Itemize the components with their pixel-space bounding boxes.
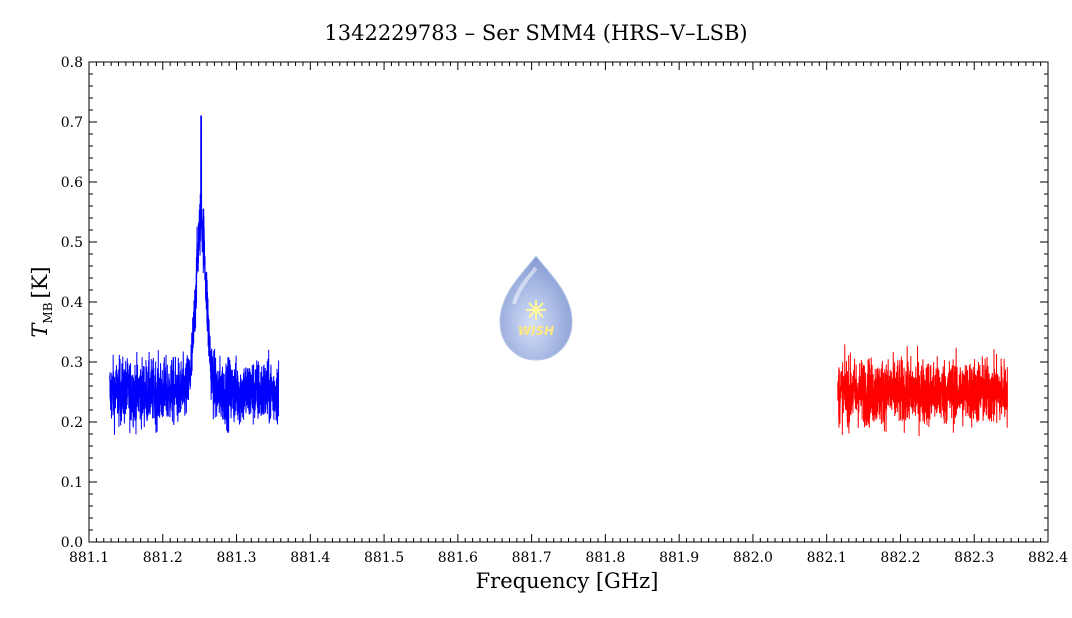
x-tick-label: 881.9 [659, 550, 699, 566]
x-tick-label: 882.3 [954, 550, 994, 566]
x-axis-label: Frequency [GHz] [476, 569, 659, 593]
wish-logo: WISH [499, 255, 573, 361]
y-tick-label: 0.1 [61, 475, 83, 491]
x-tick-label: 882.4 [1028, 550, 1068, 566]
chart-title: 1342229783 – Ser SMM4 (HRS–V–LSB) [324, 21, 747, 45]
series-red [837, 344, 1008, 437]
x-tick-label: 882.1 [807, 550, 847, 566]
x-tick-label: 881.5 [364, 550, 404, 566]
x-tick-label: 881.8 [585, 550, 625, 566]
y-tick-label: 0.7 [61, 115, 83, 131]
star-icon [526, 300, 546, 320]
y-axis-label: TMB[K] [28, 266, 55, 337]
y-tick-label: 0.8 [61, 55, 83, 71]
x-axis: 881.1 881.2 881.3 881.4 881.5 881.6 881.7 881.8… [69, 62, 1068, 566]
y-axis: 0.0 0.1 0.2 0.3 0.4 0.5 0.6 0.7 0.8 [61, 55, 1048, 551]
y-tick-label: 0.0 [61, 535, 83, 551]
y-tick-label: 0.6 [61, 175, 83, 191]
x-tick-label: 881.3 [216, 550, 256, 566]
y-tick-label: 0.5 [61, 235, 83, 251]
x-tick-label: 881.7 [512, 550, 552, 566]
y-tick-label: 0.4 [61, 295, 83, 311]
logo-text: WISH [518, 324, 554, 338]
x-tick-label: 882.0 [733, 550, 773, 566]
x-tick-label: 881.2 [143, 550, 183, 566]
x-tick-label: 882.2 [880, 550, 920, 566]
x-tick-label: 881.6 [438, 550, 478, 566]
y-tick-label: 0.2 [61, 415, 83, 431]
y-tick-label: 0.3 [61, 355, 83, 371]
x-tick-label: 881.4 [290, 550, 330, 566]
x-tick-label: 881.1 [69, 550, 109, 566]
series-blue [109, 115, 280, 435]
